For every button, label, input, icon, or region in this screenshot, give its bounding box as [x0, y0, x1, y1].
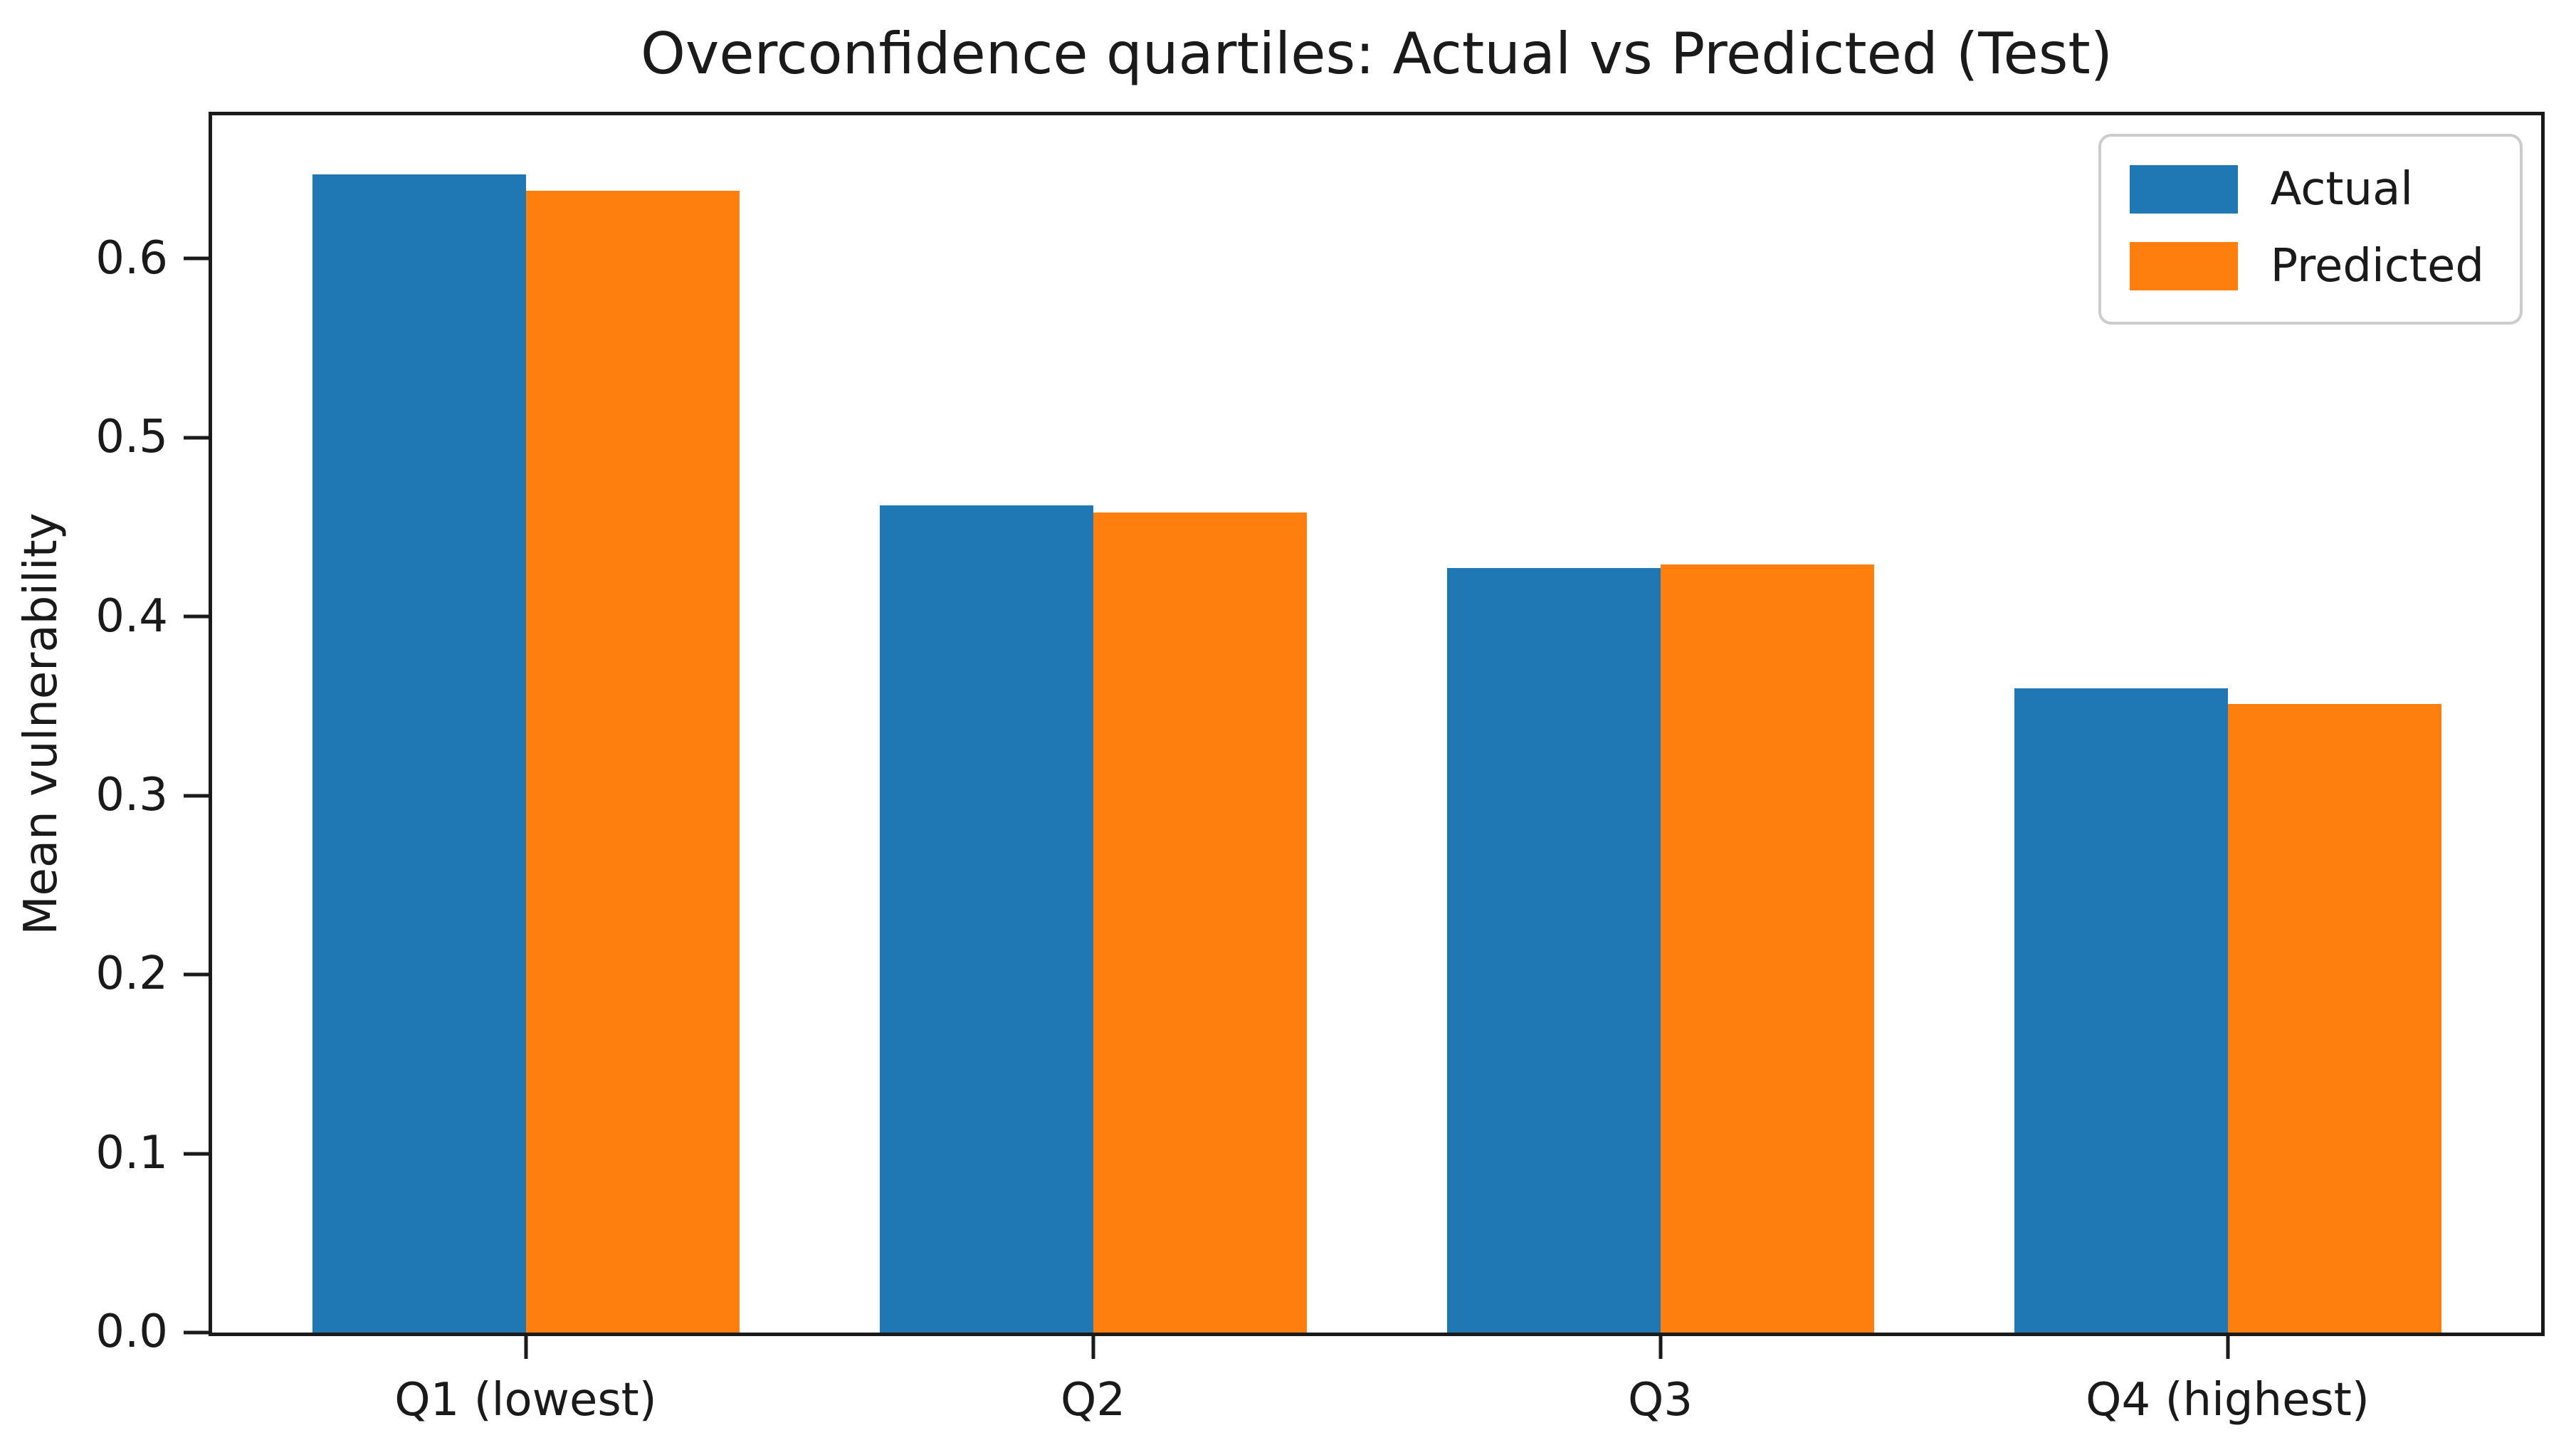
y-tick-label: 0.0: [95, 1305, 168, 1359]
y-tick-mark: [184, 256, 209, 261]
x-tick-mark: [2226, 1336, 2229, 1359]
legend-item-predicted: Predicted: [2129, 240, 2484, 293]
bar-actual-2: [1446, 568, 1661, 1333]
legend-item-actual: Actual: [2129, 163, 2484, 216]
legend-swatch-actual: [2129, 165, 2238, 214]
bars-layer: [242, 115, 2511, 1333]
bar-group: [1377, 115, 1944, 1333]
y-tick-label: 0.6: [95, 231, 168, 285]
x-tick-mark: [1091, 1336, 1095, 1359]
legend-swatch-predicted: [2129, 242, 2238, 290]
y-axis: 0.0 0.1 0.2 0.3 0.4 0.5 0.6: [95, 115, 2541, 1355]
bar-predicted-1: [1093, 513, 1307, 1333]
bar-group: [242, 115, 809, 1333]
y-tick-mark: [184, 614, 209, 619]
y-tick-label: 0.1: [95, 1126, 168, 1180]
y-tick-label: 0.3: [95, 768, 168, 821]
y-tick-mark: [184, 1330, 209, 1335]
y-tick-label: 0.5: [95, 410, 168, 463]
y-tick-mark: [184, 436, 209, 440]
legend: Actual Predicted: [2098, 134, 2523, 325]
y-tick-label: 0.2: [95, 947, 168, 1001]
bar-actual-0: [312, 174, 526, 1333]
y-tick-label: 0.4: [95, 589, 168, 643]
y-tick-mark: [184, 972, 209, 977]
x-tick-label: Q4 (highest): [2086, 1374, 2370, 1427]
x-tick-mark: [524, 1336, 527, 1359]
bar-actual-3: [2014, 688, 2228, 1333]
x-tick-label: Q1 (lowest): [394, 1374, 657, 1427]
x-axis: Q1 (lowest) Q2 Q3 Q4 (highest): [242, 1333, 2511, 1450]
bar-predicted-3: [2227, 704, 2441, 1333]
x-tick-label: Q3: [1627, 1374, 1693, 1427]
legend-label-actual: Actual: [2270, 163, 2414, 216]
y-tick-mark: [184, 794, 209, 798]
chart-title: Overconfidence quartiles: Actual vs Pred…: [641, 21, 2113, 87]
bar-group: [809, 115, 1377, 1333]
legend-label-predicted: Predicted: [2270, 240, 2484, 293]
plot-area: 0.0 0.1 0.2 0.3 0.4 0.5 0.6 Q1 (lowest) Q2 Q3 Q4 …: [95, 112, 2545, 1427]
x-tick-label: Q2: [1060, 1374, 1126, 1427]
x-tick-mark: [1658, 1336, 1662, 1359]
y-tick-mark: [184, 1152, 209, 1156]
plot-inner: 0.0 0.1 0.2 0.3 0.4 0.5 0.6 Q1 (lowest) Q2 Q3 Q4 …: [95, 115, 2541, 1427]
y-axis-label: Mean vulnerability: [15, 513, 68, 935]
bar-group: [1944, 115, 2511, 1333]
bar-predicted-2: [1660, 564, 1874, 1333]
bar-predicted-0: [525, 190, 740, 1333]
bar-actual-1: [879, 505, 1093, 1333]
